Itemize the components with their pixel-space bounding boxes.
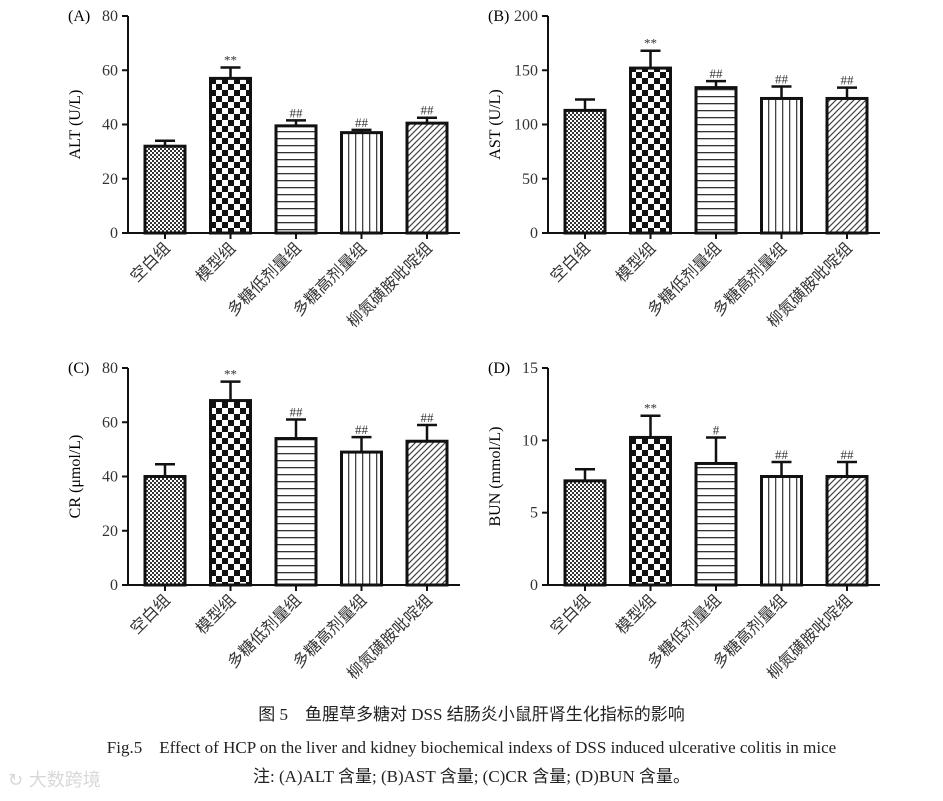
- bar: [143, 475, 187, 587]
- significance-label: ##: [355, 115, 369, 130]
- y-tick-label: 0: [530, 225, 538, 242]
- significance-label: **: [224, 367, 237, 382]
- significance-label: ##: [421, 103, 435, 118]
- x-tick-label: 模型组: [613, 591, 660, 638]
- bar: [629, 66, 672, 235]
- caption-chinese: 图 5 鱼腥草多糖对 DSS 结肠炎小鼠肝肾生化指标的影响: [258, 705, 685, 724]
- y-axis-label: BUN (mmol/L): [487, 427, 504, 527]
- y-tick-label: 60: [102, 62, 118, 79]
- panel-label: (D): [488, 360, 510, 377]
- y-tick-label: 15: [522, 360, 538, 377]
- bar: [209, 399, 252, 587]
- y-tick-label: 0: [110, 577, 118, 594]
- y-axis-label: AST (U/L): [487, 89, 504, 159]
- y-tick-label: 0: [110, 225, 118, 242]
- x-tick-label: 模型组: [193, 591, 240, 638]
- bar: [694, 461, 738, 587]
- significance-label: ##: [290, 405, 304, 420]
- y-tick-label: 20: [102, 171, 118, 188]
- y-tick-label: 200: [514, 8, 538, 25]
- significance-label: **: [224, 53, 237, 68]
- significance-label: ##: [841, 73, 855, 88]
- significance-label: ##: [355, 422, 369, 437]
- x-tick-label: 模型组: [613, 239, 660, 286]
- significance-label: **: [644, 36, 657, 51]
- significance-label: ##: [775, 447, 789, 462]
- significance-label: ##: [710, 66, 724, 81]
- bar: [563, 479, 607, 587]
- bar: [760, 96, 803, 235]
- bar: [405, 121, 449, 235]
- y-tick-label: 5: [530, 505, 538, 522]
- bar: [563, 108, 607, 235]
- bar: [143, 144, 187, 235]
- bar: [629, 435, 672, 587]
- bar: [274, 124, 318, 235]
- caption-note: 注: (A)ALT 含量; (B)AST 含量; (C)CR 含量; (D)BU…: [253, 767, 690, 786]
- y-tick-label: 0: [530, 577, 538, 594]
- bar: [760, 475, 803, 587]
- caption-english: Fig.5 Effect of HCP on the liver and kid…: [106, 738, 837, 757]
- x-tick-label: 空白组: [127, 239, 174, 286]
- bar: [825, 475, 869, 587]
- significance-label: ##: [775, 72, 789, 87]
- significance-label: ##: [421, 410, 435, 425]
- x-tick-label: 模型组: [193, 239, 240, 286]
- bar: [209, 76, 252, 235]
- y-tick-label: 150: [514, 62, 538, 79]
- panel-label: (C): [68, 360, 89, 377]
- significance-label: #: [713, 422, 720, 437]
- significance-label: ##: [290, 105, 304, 120]
- y-tick-label: 80: [102, 8, 118, 25]
- bar: [274, 437, 318, 587]
- panel-label: (B): [488, 8, 509, 25]
- y-tick-label: 10: [522, 432, 538, 449]
- figure-panels: (A)ALT (U/L)020406080空白组**模型组##多糖低剂量组##多…: [67, 8, 880, 683]
- y-tick-label: 50: [522, 171, 538, 188]
- x-tick-label: 空白组: [547, 239, 594, 286]
- x-tick-label: 空白组: [547, 591, 594, 638]
- panel-label: (A): [68, 8, 90, 25]
- y-axis-label: ALT (U/L): [67, 90, 84, 160]
- y-tick-label: 100: [514, 117, 538, 134]
- bar: [340, 131, 383, 235]
- bar: [694, 86, 738, 235]
- y-tick-label: 40: [102, 117, 118, 134]
- x-tick-label: 空白组: [127, 591, 174, 638]
- y-axis-label: CR (μmol/L): [67, 435, 84, 519]
- y-tick-label: 20: [102, 523, 118, 540]
- watermark: ↻ 大数跨境: [8, 770, 101, 791]
- significance-label: **: [644, 401, 657, 416]
- y-tick-label: 80: [102, 360, 118, 377]
- significance-label: ##: [841, 447, 855, 462]
- y-tick-label: 60: [102, 414, 118, 431]
- bar: [405, 439, 449, 587]
- bar: [340, 450, 383, 587]
- bar: [825, 96, 869, 235]
- y-tick-label: 40: [102, 469, 118, 486]
